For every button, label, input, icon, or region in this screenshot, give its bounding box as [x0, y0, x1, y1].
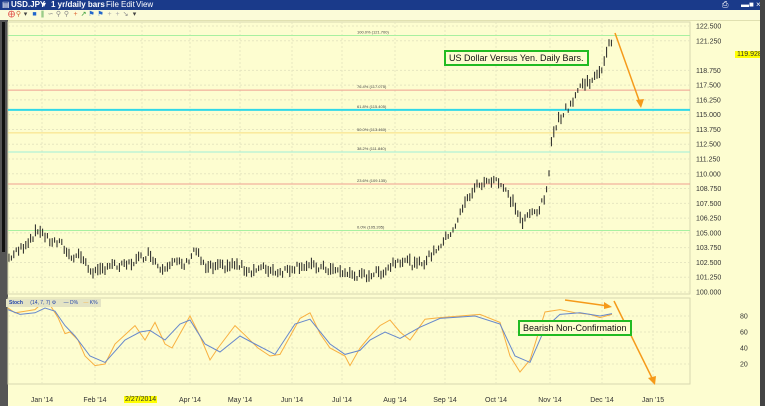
left-scrollbar[interactable] — [0, 20, 8, 406]
stoch-annotation: Bearish Non-Confirmation — [518, 320, 632, 336]
stoch-lines — [7, 302, 613, 373]
symbol-dropdown-icon[interactable]: ▾ — [42, 0, 47, 9]
svg-text:103.750: 103.750 — [696, 245, 721, 252]
zoom-icon[interactable]: ⚲ — [15, 11, 22, 18]
tool-icon[interactable]: ↘ — [122, 11, 129, 18]
indicator-icon[interactable]: ∥ — [40, 11, 45, 18]
divergence-arrow — [564, 299, 612, 309]
svg-text:40: 40 — [740, 346, 748, 353]
price-axis: 122.500 121.250 118.750 117.500 116.250 115.0… — [696, 24, 721, 297]
svg-text:38.2% (111.840): 38.2% (111.840) — [357, 146, 387, 151]
svg-text:Apr '14: Apr '14 — [179, 397, 201, 404]
menu-file[interactable]: File — [106, 0, 119, 9]
svg-text:101.250: 101.250 — [696, 275, 721, 282]
flag-icon[interactable]: ⚑ — [88, 11, 95, 18]
stoch-legend[interactable]: Stoch (14, 7, 7) ⚙ — D% — K% — [6, 299, 101, 307]
crosshair-date-tag: 2/27/2014 — [124, 396, 158, 403]
svg-text:106.250: 106.250 — [696, 216, 721, 223]
maximize-icon[interactable]: ■ — [749, 0, 754, 9]
bearish-arrow-price — [614, 32, 644, 108]
svg-text:112.500: 112.500 — [696, 142, 721, 149]
stoch-panel — [7, 297, 691, 385]
k-line-swatch: — — [83, 300, 89, 306]
fibonacci-levels: 100.0% (121.700) 76.4% (117.075) 61.8% (11… — [8, 29, 690, 231]
close-icon[interactable]: × — [756, 0, 761, 9]
k-label[interactable]: K% — [89, 300, 98, 306]
svg-text:76.4% (117.075): 76.4% (117.075) — [357, 84, 387, 89]
svg-text:May '14: May '14 — [228, 397, 252, 404]
svg-text:117.500: 117.500 — [696, 83, 721, 90]
bar-type-icon[interactable]: ■ — [32, 11, 37, 18]
svg-text:108.750: 108.750 — [696, 186, 721, 193]
svg-text:60: 60 — [740, 330, 748, 337]
window-titlebar: ▤ USD.JPY ▾ 1 yr/daily bars File Edit Vi… — [0, 0, 765, 10]
period-selector[interactable]: 1 yr/daily bars — [51, 0, 105, 9]
svg-text:0.0% (105.205): 0.0% (105.205) — [357, 224, 385, 229]
stoch-name: Stoch — [9, 300, 23, 306]
print-icon[interactable]: ⎙ — [722, 0, 729, 9]
title-annotation: US Dollar Versus Yen. Daily Bars. — [444, 50, 589, 66]
menu-view[interactable]: View — [136, 0, 154, 9]
svg-text:113.750: 113.750 — [696, 127, 721, 134]
svg-text:105.000: 105.000 — [696, 230, 721, 237]
svg-text:116.250: 116.250 — [696, 97, 721, 104]
d-line-swatch: — — [63, 300, 69, 306]
svg-text:50.0% (113.460): 50.0% (113.460) — [357, 127, 387, 132]
crosshair-icon[interactable]: ⨁ — [8, 11, 15, 18]
svg-text:110.000: 110.000 — [696, 171, 721, 178]
chart-toolbar: ⨁ ⚲ ▾ ■ ∥ ∽ ⚲ ⚲ + ↗ ⚑ ⚑ + + ↘ ▾ — [0, 10, 765, 21]
svg-text:Feb '14: Feb '14 — [83, 397, 106, 404]
svg-text:80: 80 — [740, 314, 748, 321]
stoch-params: (14, 7, 7) — [30, 300, 51, 306]
stoch-settings-icon[interactable]: ⚙ — [51, 300, 57, 306]
bearish-arrow-stoch — [613, 300, 656, 385]
menu-edit[interactable]: Edit — [121, 0, 135, 9]
flag2-icon[interactable]: ⚑ — [97, 11, 104, 18]
symbol-selector[interactable]: USD.JPY — [11, 0, 46, 9]
svg-text:107.500: 107.500 — [696, 201, 721, 208]
d-label[interactable]: D% — [69, 300, 79, 306]
stoch-axis: 80 60 40 20 — [740, 314, 748, 369]
minimize-icon[interactable]: ▬ — [741, 0, 749, 9]
svg-text:Jul '14: Jul '14 — [332, 397, 352, 404]
svg-text:Nov '14: Nov '14 — [538, 397, 562, 404]
svg-text:100.0% (121.700): 100.0% (121.700) — [357, 29, 389, 34]
svg-text:115.000: 115.000 — [696, 112, 721, 119]
svg-text:102.500: 102.500 — [696, 260, 721, 267]
current-price-tag: 119.928 — [735, 51, 764, 58]
window-right-edge — [760, 0, 765, 406]
svg-text:122.500: 122.500 — [696, 24, 721, 31]
svg-text:Dec '14: Dec '14 — [590, 397, 614, 404]
svg-text:20: 20 — [740, 362, 748, 369]
plus-icon[interactable]: + — [107, 11, 112, 18]
plus2-icon[interactable]: + — [115, 11, 120, 18]
scroll-thumb[interactable] — [2, 22, 5, 252]
svg-text:121.250: 121.250 — [696, 38, 721, 45]
svg-text:Jun '14: Jun '14 — [281, 397, 303, 404]
time-axis: Jan '14 Feb '14 Apr '14 May '14 Jun '14 Jul '… — [31, 397, 664, 404]
dropdown-icon[interactable]: ▾ — [23, 11, 28, 18]
crosshair2-icon[interactable]: + — [73, 11, 78, 18]
price-bars — [8, 39, 612, 283]
svg-text:Aug '14: Aug '14 — [383, 397, 407, 404]
svg-text:100.000: 100.000 — [696, 290, 721, 297]
svg-text:118.750: 118.750 — [696, 68, 721, 75]
svg-text:Jan '15: Jan '15 — [642, 397, 664, 404]
svg-text:23.6% (109.135): 23.6% (109.135) — [357, 178, 387, 183]
svg-text:Jan '14: Jan '14 — [31, 397, 53, 404]
svg-text:111.250: 111.250 — [696, 157, 720, 164]
zoom-out-icon[interactable]: ⚲ — [63, 11, 70, 18]
draw-icon[interactable]: ∽ — [47, 11, 54, 18]
svg-text:Oct '14: Oct '14 — [485, 397, 507, 404]
svg-text:61.8% (115.405): 61.8% (115.405) — [357, 104, 387, 109]
more-icon[interactable]: ▾ — [132, 11, 137, 18]
line-icon[interactable]: ↗ — [80, 11, 87, 18]
zoom-in-icon[interactable]: ⚲ — [55, 11, 62, 18]
svg-text:Sep '14: Sep '14 — [433, 397, 457, 404]
window-icon: ▤ — [2, 0, 10, 9]
price-panel — [7, 21, 691, 295]
